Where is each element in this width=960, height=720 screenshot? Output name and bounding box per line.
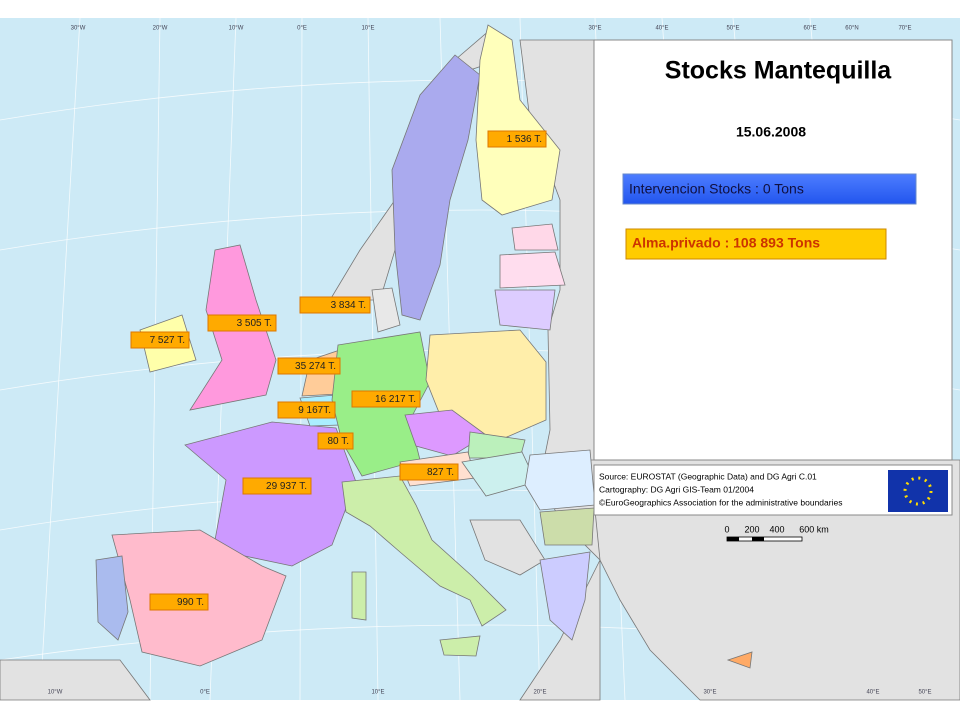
stock-label: 16 217 T. <box>375 394 416 405</box>
graticule-label: 30°W <box>71 26 86 32</box>
stock-label-box <box>130 331 190 349</box>
scale-bar <box>726 536 803 542</box>
stock-label-box <box>399 463 459 481</box>
graticule-label: 10°E <box>371 690 384 696</box>
date: 15.06.2008 <box>736 124 806 140</box>
stock-label: 80 T. <box>328 436 350 447</box>
title: Stocks Mantequilla <box>665 57 893 85</box>
graticule-top-labels: 30°W 20°W 10°W 0°E 10°E 30°E 40°E 50°E 60°E 60°N 7… <box>71 26 912 32</box>
stock-label-box <box>242 477 312 495</box>
stock-label-box <box>277 357 341 375</box>
stock-label: 1 536 T. <box>507 134 542 145</box>
stock-label-box <box>299 296 371 314</box>
eu-flag <box>888 470 948 512</box>
stock-label-box <box>207 314 277 332</box>
graticule-label: 30°E <box>703 690 716 696</box>
scale-label: 400 <box>769 524 784 534</box>
graticule-label: 50°E <box>726 26 739 32</box>
graticule-label: 30°E <box>588 26 601 32</box>
intervention-text: Intervencion Stocks : 0 Tons <box>629 181 804 197</box>
eu-stars <box>903 476 933 506</box>
graticule-label: 10°E <box>361 26 374 32</box>
scale-label: 600 km <box>799 524 829 534</box>
stock-label: 3 505 T. <box>237 318 272 329</box>
graticule-label: 0°E <box>200 690 210 696</box>
scale-label: 0 <box>724 524 729 534</box>
graticule-label: 40°E <box>866 690 879 696</box>
graticule-bottom-labels: 10°W 0°E 10°E 20°E 30°E 40°E 50°E <box>48 690 932 696</box>
stock-label-box <box>277 401 336 419</box>
graticule-label: 60°N <box>845 26 858 32</box>
stock-label: 827 T. <box>427 467 454 478</box>
source-line: Source: EUROSTAT (Geographic Data) and D… <box>599 471 817 481</box>
intervention-box <box>622 173 917 205</box>
graticule-label: 10°W <box>229 26 244 32</box>
source-line: ©EuroGeographics Association for the adm… <box>599 497 842 507</box>
stock-label-box <box>487 130 547 148</box>
private-text: Alma.privado : 108 893 Tons <box>632 235 820 251</box>
stock-label: 35 274 T. <box>295 361 336 372</box>
graticule-label: 20°W <box>153 26 168 32</box>
private-box <box>625 228 887 260</box>
graticule-label: 50°E <box>918 690 931 696</box>
stock-label-box <box>351 390 421 408</box>
graticule-label: 60°E <box>803 26 816 32</box>
stock-label: 3 834 T. <box>331 300 366 311</box>
graticule-label: 40°E <box>655 26 668 32</box>
stock-label-box <box>317 432 354 450</box>
stock-label: 7 527 T. <box>150 335 185 346</box>
graticule-label: 0°E <box>297 26 307 32</box>
stock-label-box <box>149 593 209 611</box>
source-line: Cartography: DG Agri GIS-Team 01/2004 <box>599 484 754 494</box>
graticule-label: 70°E <box>898 26 911 32</box>
graticule-label: 20°E <box>533 690 546 696</box>
stock-labels: 1 536 T. 3 834 T. 3 505 T. 7 527 T. 35 274 T… <box>130 130 547 611</box>
scale-label: 200 <box>744 524 759 534</box>
scale-labels: 0 200 400 600 km <box>724 524 828 534</box>
source-lines: Source: EUROSTAT (Geographic Data) and D… <box>599 471 842 507</box>
stock-label: 29 937 T. <box>266 481 307 492</box>
stock-label: 990 T. <box>177 597 204 608</box>
stock-label: 9 167T. <box>298 405 331 416</box>
graticule-label: 10°W <box>48 690 63 696</box>
